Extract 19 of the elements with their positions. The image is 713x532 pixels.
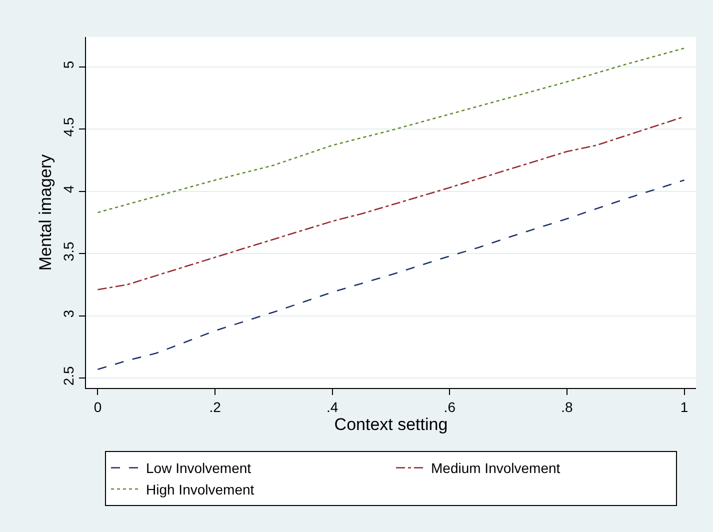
y-tick-label: 4 [60,185,76,194]
x-axis-title: Context setting [334,414,448,434]
y-tick-label: 4.5 [60,117,76,137]
y-tick-label: 3.5 [60,242,76,262]
line-series [97,179,685,370]
x-tick-label: .6 [444,398,456,415]
y-tick-label: 2.5 [60,366,76,386]
x-tick-label: 0 [94,398,102,415]
line-series [97,48,685,214]
x-tick-label: 1 [680,398,688,415]
x-tick-label: .4 [326,398,338,415]
legend-label: High Involvement [146,481,254,498]
y-axis-title: Mental imagery [36,154,55,271]
x-tick-label: .8 [561,398,574,415]
legend-label: Medium Involvement [431,460,560,476]
y-tick-label: 3 [60,310,76,318]
x-tick-label: .2 [209,398,222,415]
y-tick-label: 5 [60,60,76,69]
legend-label: Low Involvement [146,460,252,476]
